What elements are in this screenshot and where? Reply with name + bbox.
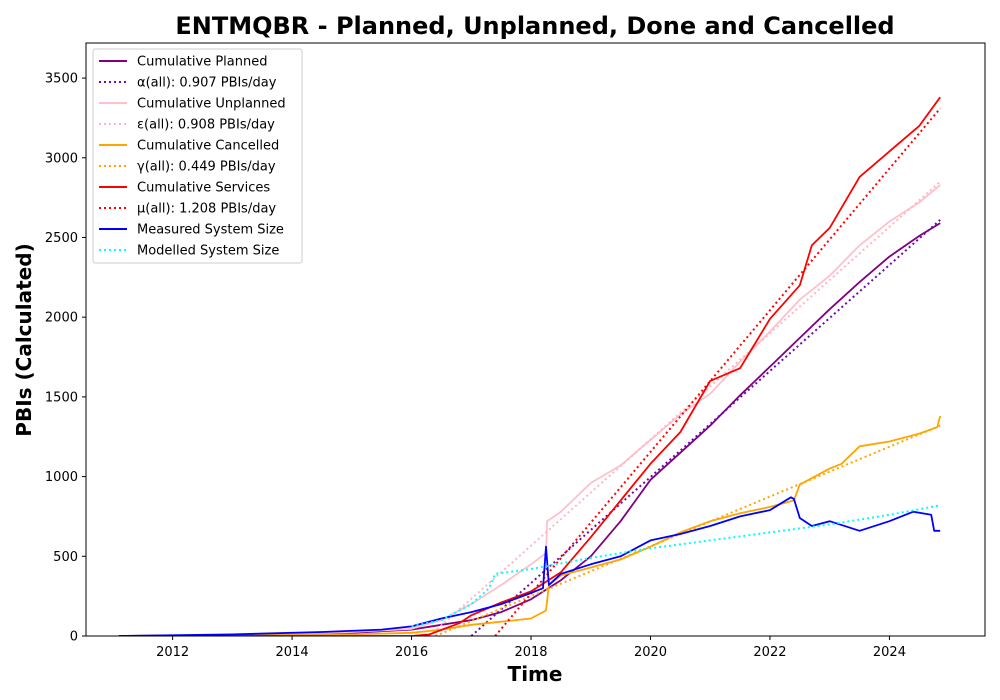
series-line-9 [411, 504, 941, 628]
x-tick-label: 2022 [753, 645, 786, 660]
legend-label: Measured System Size [137, 223, 284, 238]
y-tick-label: 1500 [45, 390, 78, 405]
y-tick-label: 3500 [45, 72, 78, 87]
y-axis-label: PBIs (Calculated) [12, 243, 36, 436]
chart-title: ENTMQBR - Planned, Unplanned, Done and C… [175, 12, 894, 40]
x-tick-label: 2016 [395, 645, 428, 660]
legend-label: Modelled System Size [137, 244, 279, 259]
x-tick-label: 2024 [873, 645, 906, 660]
series-line-1 [470, 219, 941, 636]
y-axis: 0 500 1000 1500 2000 2500 3000 3500 [45, 72, 86, 645]
legend-label: Cumulative Planned [137, 55, 267, 70]
x-tick-label: 2018 [514, 645, 547, 660]
legend-label: ε(all): 0.908 PBIs/day [137, 118, 275, 133]
legend-label: α(all): 0.907 PBIs/day [137, 76, 277, 91]
y-tick-label: 1000 [45, 470, 78, 485]
legend-label: γ(all): 0.449 PBIs/day [137, 160, 276, 175]
legend-label: μ(all): 1.208 PBIs/day [137, 202, 276, 217]
series-line-6 [118, 96, 941, 636]
x-axis-label: Time [508, 662, 563, 686]
series-line-7 [494, 107, 941, 636]
x-axis: 2012 2014 2016 2018 2020 2022 2024 [156, 636, 906, 660]
y-tick-label: 3000 [45, 151, 78, 166]
series-line-5 [435, 424, 941, 636]
x-tick-label: 2014 [276, 645, 309, 660]
y-tick-label: 500 [53, 550, 78, 565]
legend-label: Cumulative Cancelled [137, 139, 279, 154]
x-tick-label: 2020 [634, 645, 667, 660]
legend-label: Cumulative Unplanned [137, 97, 286, 112]
legend-box [92, 48, 303, 264]
y-tick-label: 0 [70, 630, 78, 645]
x-tick-label: 2012 [156, 645, 189, 660]
series-line-3 [428, 180, 941, 636]
legend-label: Cumulative Services [137, 181, 270, 196]
legend: Cumulative Planned α(all): 0.907 PBIs/day… [92, 48, 303, 264]
series-line-4 [118, 415, 942, 636]
y-tick-label: 2000 [45, 311, 78, 326]
plot-frame [85, 42, 986, 637]
plot-area [118, 96, 942, 636]
y-tick-label: 2500 [45, 231, 78, 246]
series-line-8 [118, 496, 941, 636]
series-line-0 [118, 222, 941, 636]
